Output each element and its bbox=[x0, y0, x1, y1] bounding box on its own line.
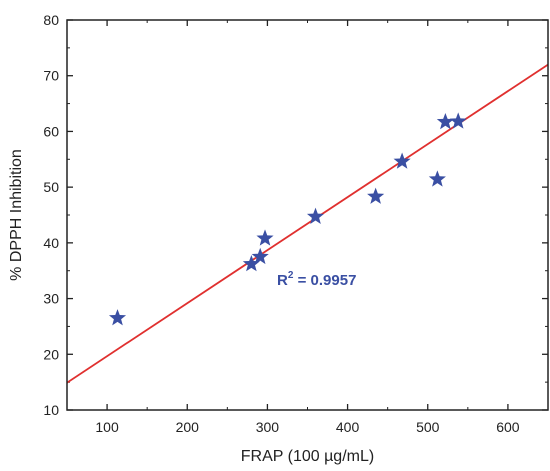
points-layer bbox=[108, 112, 467, 326]
data-point-star bbox=[367, 187, 385, 204]
r-squared-symbol: R bbox=[277, 272, 288, 289]
y-tick-label: 60 bbox=[43, 123, 59, 139]
y-tick-label: 50 bbox=[43, 179, 59, 195]
x-axis-label: FRAP (100 µg/mL) bbox=[241, 448, 374, 465]
data-point-star bbox=[306, 207, 325, 224]
regression-line bbox=[66, 63, 549, 384]
data-point-star bbox=[436, 112, 454, 130]
y-tick-label: 80 bbox=[43, 12, 59, 28]
r-squared-value: = 0.9957 bbox=[293, 272, 356, 289]
y-axis-label: % DPPH Inhibition bbox=[8, 149, 25, 281]
ticks-layer: 100 200 300 400 500 600 10 20 30 40 50 60 70 80 bbox=[43, 12, 549, 435]
y-tick-label: 30 bbox=[43, 291, 59, 307]
y-tick-label: 40 bbox=[43, 235, 59, 251]
data-point-star bbox=[256, 229, 274, 246]
r-squared-superscript: 2 bbox=[288, 270, 294, 281]
x-tick-label: 500 bbox=[416, 419, 440, 435]
plot-frame bbox=[66, 19, 549, 411]
y-tick-label: 70 bbox=[43, 68, 59, 84]
data-point-star bbox=[449, 112, 467, 129]
x-tick-label: 300 bbox=[256, 419, 280, 435]
x-tick-label: 600 bbox=[496, 419, 520, 435]
x-tick-label: 100 bbox=[95, 419, 119, 435]
data-point-star bbox=[393, 152, 411, 169]
x-tick-label: 400 bbox=[336, 419, 360, 435]
fit-line-layer bbox=[66, 63, 549, 384]
r-squared-annotation: R2 = 0.9957 bbox=[277, 270, 356, 289]
y-tick-label: 20 bbox=[43, 346, 59, 362]
y-tick-label: 10 bbox=[43, 402, 59, 418]
x-tick-label: 200 bbox=[176, 419, 200, 435]
data-point-star bbox=[242, 255, 260, 272]
data-point-star bbox=[108, 309, 127, 326]
data-point-star bbox=[428, 170, 446, 187]
data-point-star bbox=[251, 247, 269, 265]
